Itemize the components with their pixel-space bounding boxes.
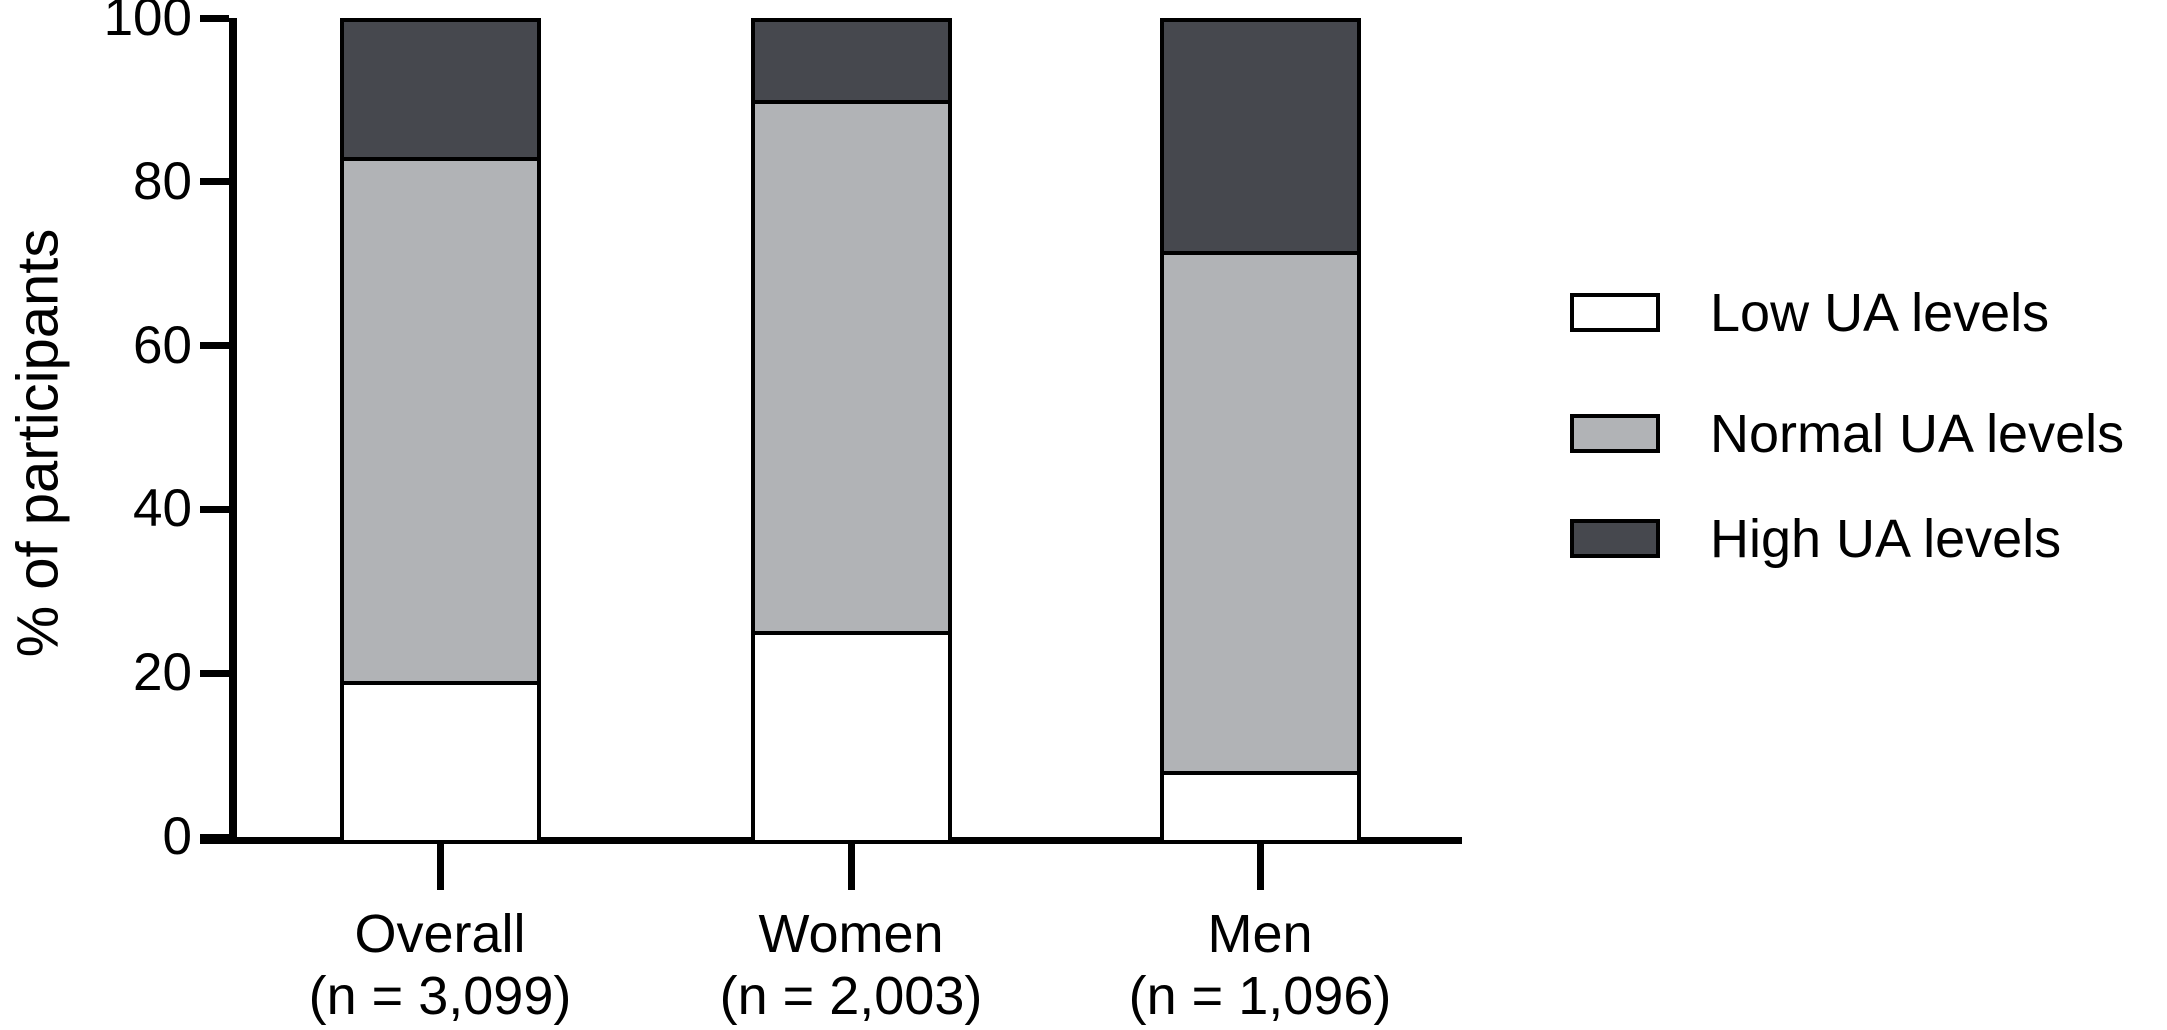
segment-overall-low-ua bbox=[343, 684, 537, 840]
segment-women-low-ua bbox=[754, 635, 948, 840]
x-category-overall-label: Overall bbox=[354, 904, 526, 964]
segment-overall-high-ua bbox=[343, 22, 537, 162]
x-category-overall: Overall (n = 3,099) bbox=[309, 903, 572, 1027]
legend-label-normal-ua: Normal UA levels bbox=[1710, 404, 2125, 464]
legend-label-low-ua: Low UA levels bbox=[1710, 283, 2050, 343]
x-category-men-n: (n = 1,096) bbox=[1128, 966, 1392, 1026]
y-axis-tick bbox=[200, 178, 229, 186]
y-axis-line bbox=[229, 18, 237, 844]
y-axis-tick bbox=[200, 505, 229, 513]
segment-men-high-ua bbox=[1163, 22, 1357, 256]
x-category-men: Men (n = 1,096) bbox=[1129, 903, 1392, 1027]
segment-women-normal-ua bbox=[754, 103, 948, 636]
y-axis-tick bbox=[200, 342, 229, 350]
y-axis-tick-label: 100 bbox=[103, 0, 192, 47]
y-axis-tick-label: 80 bbox=[133, 151, 192, 211]
bar-overall bbox=[339, 18, 541, 844]
x-axis-tick bbox=[1256, 844, 1264, 890]
y-axis-tick-label: 60 bbox=[133, 315, 192, 375]
y-axis-tick bbox=[200, 833, 229, 841]
x-category-men-label: Men bbox=[1207, 904, 1313, 964]
segment-men-normal-ua bbox=[1163, 255, 1357, 775]
x-axis-tick bbox=[436, 844, 444, 890]
legend-swatch-high-ua bbox=[1570, 519, 1660, 558]
y-axis-tick bbox=[200, 14, 229, 22]
legend-swatch-low-ua bbox=[1570, 293, 1660, 332]
x-category-women: Women (n = 2,003) bbox=[720, 903, 983, 1027]
y-axis-tick-label: 20 bbox=[133, 643, 192, 703]
segment-women-high-ua bbox=[754, 22, 948, 104]
y-axis-tick bbox=[200, 669, 229, 677]
y-axis-title: % of participants bbox=[5, 228, 71, 658]
x-category-women-n: (n = 2,003) bbox=[719, 966, 983, 1026]
x-category-overall-n: (n = 3,099) bbox=[308, 966, 572, 1026]
x-axis-tick bbox=[847, 844, 855, 890]
legend-label-high-ua: High UA levels bbox=[1710, 509, 2062, 569]
segment-overall-normal-ua bbox=[343, 161, 537, 685]
bar-men bbox=[1159, 18, 1361, 844]
y-axis-tick-label: 0 bbox=[162, 807, 192, 866]
y-axis-tick-label: 40 bbox=[133, 479, 192, 539]
x-category-women-label: Women bbox=[758, 904, 944, 964]
bar-women bbox=[750, 18, 952, 844]
segment-men-low-ua bbox=[1163, 774, 1357, 840]
legend-swatch-normal-ua bbox=[1570, 414, 1660, 453]
